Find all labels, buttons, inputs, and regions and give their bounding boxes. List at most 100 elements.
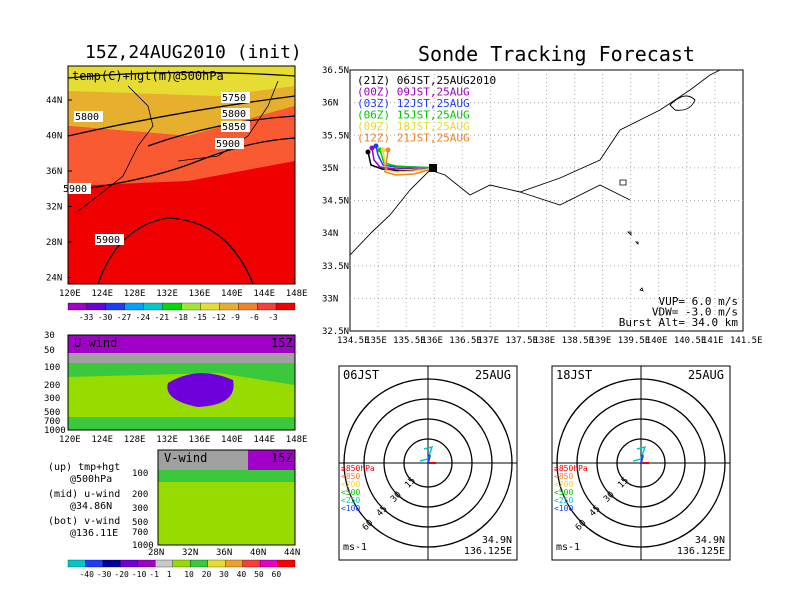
- hodograph-level-label: ≥850hPa: [554, 464, 588, 473]
- colorbar-swatch: [105, 302, 125, 311]
- contour-label: 5900: [216, 139, 240, 150]
- sonde-track: [384, 149, 437, 176]
- track-legend-entry: (06Z) 15JST,25AUG: [357, 109, 470, 122]
- burst-marker: [380, 147, 386, 153]
- launch-site: [429, 164, 437, 172]
- contour-label-bg: [221, 121, 250, 132]
- track-lon-tick: 140E: [646, 336, 668, 346]
- track-lon-tick: 134.5E: [337, 336, 370, 346]
- uwind-time: 15Z: [271, 336, 293, 350]
- track-lon-tick: 136.5E: [449, 336, 482, 346]
- coastline-kii: [519, 184, 631, 206]
- vwind-x-tick: 32N: [182, 548, 198, 558]
- wind-colorbar-label: -30: [97, 570, 112, 579]
- track-lat-tick: 35N: [322, 164, 338, 174]
- track-lat-tick: 34N: [322, 229, 338, 239]
- track-lon-tick: 137E: [477, 336, 499, 346]
- hodograph-level-label: <500: [554, 488, 573, 497]
- uwind-y-tick: 100: [44, 363, 60, 373]
- uwind-x-tick: 148E: [286, 435, 308, 445]
- lat-tick-label: 32N: [46, 203, 62, 213]
- contour-label: 5800: [75, 112, 99, 123]
- vwind-x-tick: 44N: [284, 548, 300, 558]
- colorbar-label: -24: [136, 313, 151, 322]
- hodograph-level-label: <250: [554, 496, 573, 505]
- contour-5800: [67, 95, 296, 137]
- colorbar-swatch: [86, 302, 106, 311]
- uwind-y-tick: 700: [44, 417, 60, 427]
- wind-colorbar-swatch: [207, 559, 226, 568]
- hodograph-unit: ms-1: [343, 542, 367, 553]
- vwind-frame: [157, 449, 296, 546]
- vwind-y-tick: 300: [132, 504, 148, 514]
- vwind-x-tick: 28N: [148, 548, 164, 558]
- track-lon-tick: 138E: [534, 336, 556, 346]
- track-legend-entry: (21Z) 06JST,25AUG2010: [357, 74, 496, 87]
- track-lon-tick: 140.5E: [674, 336, 707, 346]
- colorbar-label: -15: [192, 313, 207, 322]
- contour-label-bg: [215, 138, 244, 149]
- lon-tick-label: 140E: [221, 289, 243, 299]
- colorbar-label: -6: [249, 313, 259, 322]
- wind-colorbar-label: -40: [79, 570, 94, 579]
- wind-colorbar-label: 60: [272, 570, 282, 579]
- track-lon-tick: 135E: [365, 336, 387, 346]
- wind-colorbar-label: -1: [149, 570, 159, 579]
- lon-tick-label: 132E: [156, 289, 178, 299]
- left-map-title: 15Z,24AUG2010 (init): [85, 42, 302, 63]
- vwind-purple-band: [248, 450, 295, 470]
- uwind-y-tick: 500: [44, 408, 60, 418]
- island: [639, 287, 644, 292]
- main-title: Sonde Tracking Forecast: [418, 42, 695, 66]
- colorbar-swatch: [162, 302, 182, 311]
- wind-colorbar-swatch: [137, 559, 156, 568]
- vwind-y-tick: 100: [132, 469, 148, 479]
- track-lon-tick: 141E: [702, 336, 724, 346]
- wind-colorbar-swatch: [67, 559, 86, 568]
- hodograph-level-label: <100: [341, 504, 360, 513]
- track-lat-tick: 33.5N: [322, 262, 349, 272]
- contour-label: 5850: [222, 122, 246, 133]
- wind-colorbar-swatch: [85, 559, 104, 568]
- left-map-frame: [67, 65, 296, 285]
- lat-tick-label: 28N: [46, 238, 62, 248]
- contour-5850: [147, 115, 296, 147]
- burst-marker: [369, 145, 375, 151]
- track-legend-entry: (03Z) 12JST,25AUG: [357, 97, 470, 110]
- hodograph-trace: [419, 445, 434, 462]
- sonde-track: [382, 149, 437, 173]
- track-lon-tick: 139E: [590, 336, 612, 346]
- lon-tick-label: 144E: [253, 289, 275, 299]
- uwind-x-tick: 136E: [189, 435, 211, 445]
- uwind-x-tick: 124E: [91, 435, 113, 445]
- contour-label-bg: [95, 234, 124, 245]
- vwind-y-tick: 200: [132, 490, 148, 500]
- uwind-y-tick: 50: [44, 346, 55, 356]
- contour-5750: [67, 71, 296, 79]
- colorbar-swatch: [238, 302, 258, 311]
- contour-label: 5800: [222, 109, 246, 120]
- island: [619, 179, 627, 186]
- lon-tick-label: 124E: [91, 289, 113, 299]
- contour-label: 5900: [63, 184, 87, 195]
- wind-colorbar-swatch: [172, 559, 191, 568]
- colorbar-swatch: [275, 302, 296, 311]
- contour-label-bg: [62, 183, 91, 194]
- contour-label: 5750: [222, 93, 246, 104]
- uwind-x-tick: 144E: [253, 435, 275, 445]
- wind-colorbar-swatch: [102, 559, 121, 568]
- hodograph-lon: 136.125E: [464, 546, 512, 557]
- colorbar-swatch: [257, 302, 277, 311]
- wind-colorbar-label: 1: [167, 570, 172, 579]
- uwind-gray-band: [68, 353, 295, 363]
- uwind-y-tick: 200: [44, 381, 60, 391]
- track-lat-tick: 34.5N: [322, 197, 349, 207]
- wind-colorbar-swatch: [259, 559, 278, 568]
- colorbar-label: -3: [268, 313, 278, 322]
- vwind-y-tick: 1000: [132, 541, 154, 551]
- lon-tick-label: 148E: [286, 289, 308, 299]
- sonde-param: VUP= 6.0 m/s: [659, 295, 738, 308]
- legend-note-line2: @500hPa: [70, 474, 112, 485]
- wind-colorbar-swatch: [242, 559, 261, 568]
